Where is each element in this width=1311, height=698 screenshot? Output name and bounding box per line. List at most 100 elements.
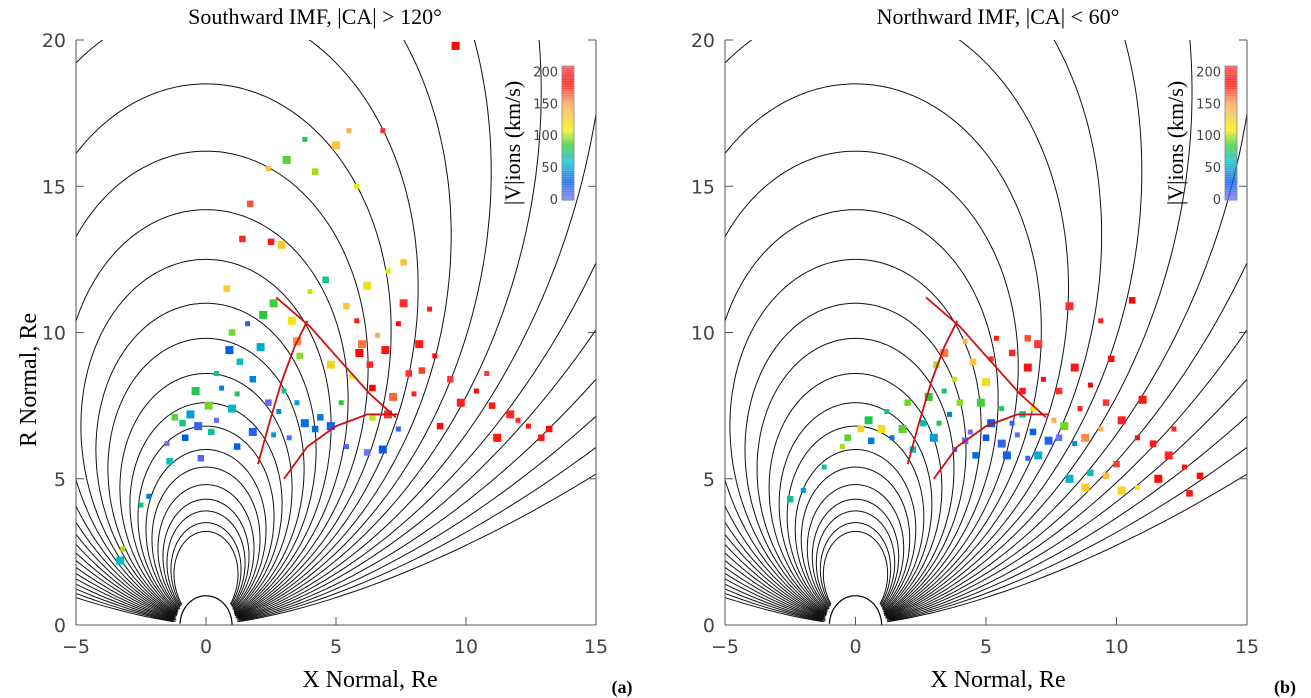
data-point: [375, 332, 381, 338]
colorbar-tick-label: 150: [1196, 97, 1221, 112]
data-point: [381, 346, 390, 355]
data-point: [249, 376, 256, 383]
colorbar-label: |V|ions (km/s): [500, 81, 525, 205]
data-point: [969, 358, 977, 365]
data-point: [225, 346, 234, 355]
data-point: [967, 429, 973, 435]
colorbar-segment: [1225, 108, 1237, 112]
data-point: [223, 285, 230, 292]
colorbar-segment: [1225, 112, 1237, 116]
panel-a-chart: Southward IMF, |CA| > 120° X Normal, Re …: [16, 4, 633, 698]
colorbar-tick-label: 100: [1196, 129, 1221, 144]
cusp-curve: [933, 413, 1049, 480]
colorbar-segment: [1225, 168, 1237, 172]
data-point: [300, 419, 309, 428]
data-point: [451, 41, 460, 50]
cusp-curve: [275, 296, 397, 418]
x-tick-label: 15: [1235, 636, 1259, 658]
data-point: [1044, 436, 1053, 445]
data-point: [787, 496, 794, 503]
data-point: [247, 200, 254, 208]
x-tick-label: 10: [1104, 636, 1128, 658]
colorbar-tick-label: 50: [1204, 161, 1221, 176]
colorbar-frame: [1224, 65, 1238, 201]
colorbar-segment: [1225, 77, 1237, 80]
data-point: [182, 434, 189, 441]
data-point: [1098, 426, 1104, 432]
data-point: [1008, 349, 1016, 357]
colorbar-segment: [1225, 171, 1237, 174]
data-point: [228, 404, 236, 413]
field-line: [725, 473, 1247, 623]
colorbar-segment: [1225, 79, 1237, 83]
x-tick-label: 5: [980, 636, 992, 658]
data-point: [1009, 420, 1015, 426]
data-point: [1134, 485, 1140, 490]
colorbar-segment: [562, 191, 574, 194]
x-tick-label: −5: [711, 636, 739, 658]
data-point: [1196, 472, 1204, 480]
data-point: [1171, 426, 1177, 432]
cusp-curves: [906, 296, 1049, 480]
colorbar-segment: [1225, 92, 1237, 96]
colorbar-segment: [1225, 137, 1237, 141]
data-point: [171, 414, 179, 421]
data-point: [354, 318, 360, 324]
data-point: [1070, 363, 1079, 372]
field-line: [119, 373, 293, 613]
data-point: [920, 419, 927, 427]
field-line: [162, 498, 250, 608]
field-line: [76, 110, 596, 620]
data-point: [982, 434, 990, 441]
data-point: [326, 360, 335, 369]
field-line: [76, 378, 596, 621]
data-point: [256, 343, 265, 352]
colorbar-segment: [562, 166, 574, 170]
data-point: [997, 439, 1006, 448]
data-point: [267, 238, 275, 246]
colorbar-segment: [1225, 104, 1237, 107]
field-line: [768, 373, 943, 613]
colorbar-segment: [1225, 153, 1237, 156]
data-point: [204, 401, 213, 410]
data-point: [506, 410, 515, 419]
colorbar-segment: [562, 135, 574, 138]
data-point: [1134, 435, 1140, 441]
field-line: [725, 150, 1019, 617]
y-tick-label: 20: [691, 30, 715, 52]
cusp-curve: [906, 320, 959, 465]
data-point: [1117, 486, 1126, 495]
data-point: [1034, 451, 1043, 460]
colorbar-segment: [562, 106, 574, 109]
data-point: [956, 399, 964, 406]
colorbar-segment: [1225, 115, 1237, 118]
colorbar-segment: [562, 148, 574, 152]
panel-b: Northward IMF, |CA| < 60° X Normal, Re (…: [655, 0, 1311, 698]
data-points: [787, 297, 1204, 503]
field-line: [157, 484, 255, 609]
field-line: [80, 258, 332, 616]
data-point: [197, 455, 205, 462]
y-tick-label: 15: [691, 176, 715, 198]
data-point: [800, 488, 806, 493]
data-point: [191, 387, 200, 395]
data-point: [867, 437, 875, 444]
data-point: [940, 349, 949, 357]
data-point: [1019, 387, 1026, 395]
colorbar-segment: [562, 104, 574, 107]
data-point: [1087, 469, 1094, 477]
colorbar-segment: [562, 173, 574, 176]
colorbar-tick-label: 100: [533, 129, 558, 144]
colorbar-segment: [562, 186, 574, 190]
data-point: [164, 441, 170, 447]
data-point: [844, 434, 851, 441]
colorbar-segment: [1225, 135, 1237, 138]
colorbar-segment: [1225, 182, 1237, 185]
data-point: [1108, 355, 1115, 363]
data-point: [933, 361, 940, 368]
colorbar-segment: [1225, 197, 1237, 201]
data-point: [186, 410, 195, 419]
colorbar-segment: [1225, 130, 1237, 134]
data-point: [415, 340, 424, 349]
